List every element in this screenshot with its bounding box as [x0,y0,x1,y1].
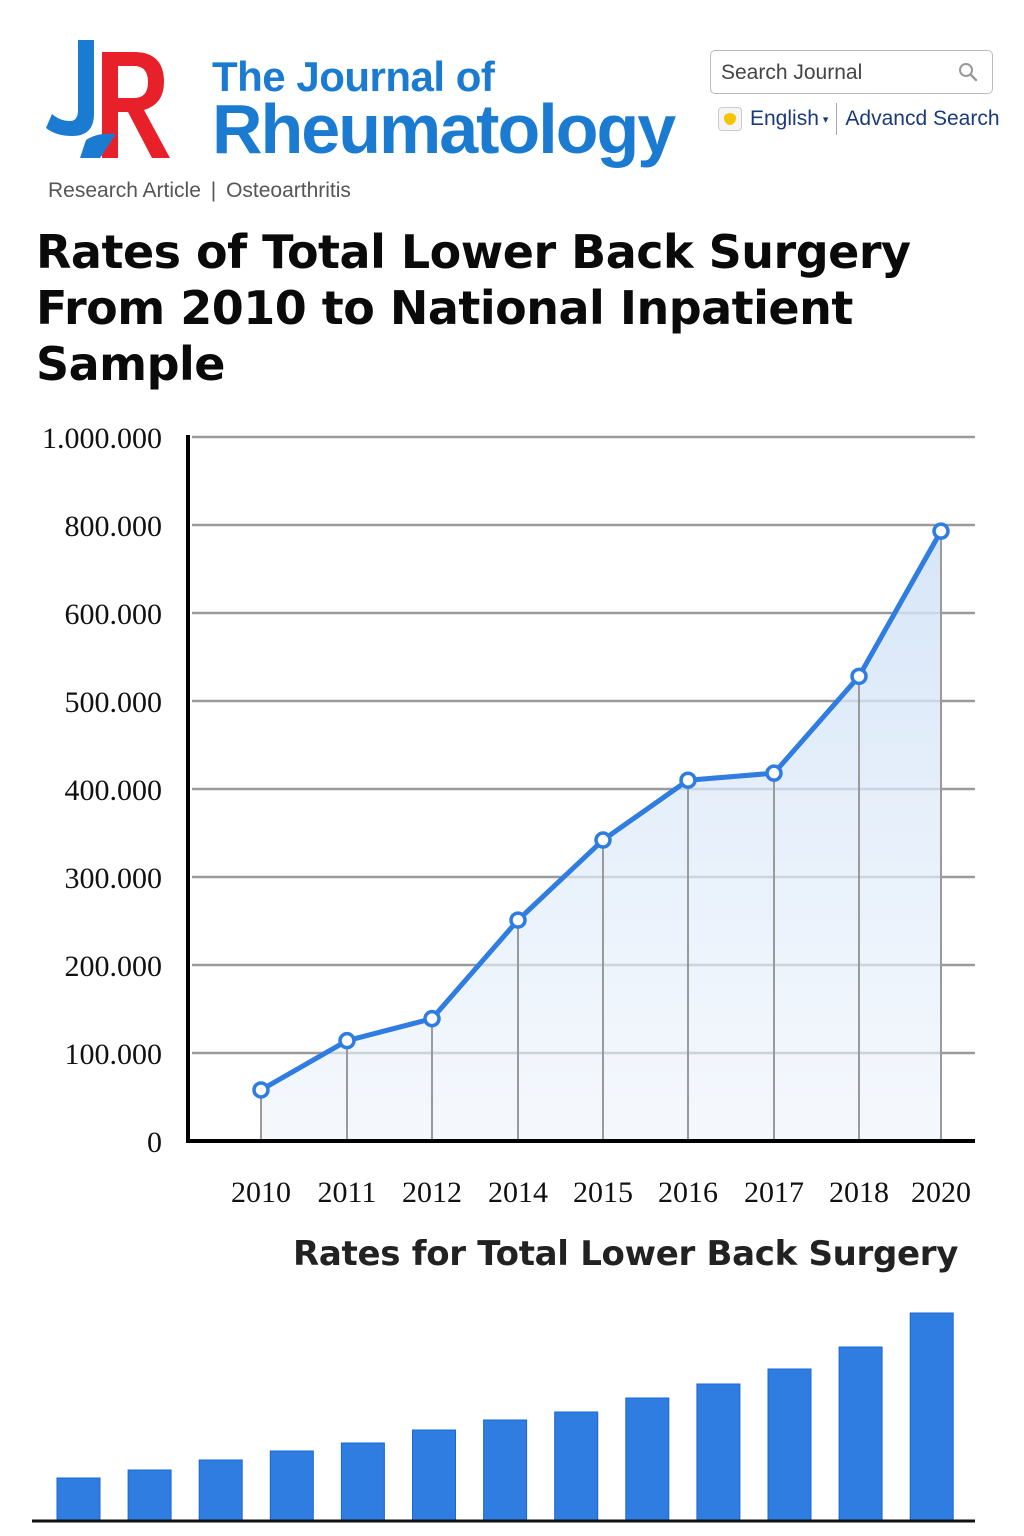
search-input[interactable]: Search Journal [710,50,993,94]
journal-logo[interactable] [42,36,177,161]
journal-title-line2: Rheumatology [212,90,676,168]
x-tick-label: 2011 [318,1176,377,1209]
y-tick-label: 0 [147,1126,162,1159]
logo-r-letter [102,52,170,158]
data-point [679,771,697,789]
area-fill [261,531,941,1141]
bar-chart-title: Rates for Total Lower Back Surgery [293,1234,959,1274]
advanced-search-link[interactable]: Advancd Search [845,107,1000,130]
y-tick-label: 500.000 [65,686,163,719]
bar [340,1442,385,1521]
y-tick-label: 100.000 [65,1038,163,1071]
bar [625,1397,670,1521]
x-tick-label: 2017 [744,1176,804,1209]
breadcrumb-separator: | [210,179,217,202]
bar [696,1383,741,1521]
data-point [850,667,868,686]
x-tick-label: 2010 [231,1176,291,1209]
logo-swoosh [80,133,116,158]
bar [198,1459,243,1521]
bar [554,1411,599,1521]
bar [838,1346,883,1521]
divider [836,103,838,135]
x-tick-label: 2014 [488,1176,548,1209]
data-point [252,1081,270,1099]
y-tick-label: 1.000.000 [42,422,162,455]
y-tick-label: 200.000 [65,950,163,983]
data-point [423,1009,441,1028]
x-tick-label: 2015 [573,1176,633,1209]
data-point [932,522,950,540]
breadcrumb: Research Article | Osteoarthritis [48,179,351,203]
data-point [765,764,783,782]
journal-title[interactable]: The Journal of Rheumatology [212,53,676,168]
y-tick-label: 300.000 [65,862,163,895]
bar [56,1477,101,1521]
article-title: Rates of Total Lower Back Surgery From 2… [36,225,911,391]
bar [269,1450,314,1521]
bar-chart [32,1312,975,1523]
x-tick-label: 2016 [658,1176,718,1209]
bar [412,1429,456,1521]
search-icon[interactable] [958,62,978,82]
y-tick-label: 800.000 [65,510,163,543]
line-chart: 0 100.000 200.000 300.000 400.000 500.000 600.… [42,422,975,1209]
y-tick-label: 600.000 [65,598,163,631]
data-point [509,911,527,929]
bar [483,1419,528,1521]
y-tick-label: 400.000 [65,774,163,807]
breadcrumb-article-type[interactable]: Research Article [48,179,201,202]
data-point [594,831,612,849]
breadcrumb-topic[interactable]: Osteoarthritis [226,179,351,202]
bar [767,1368,812,1521]
language-flag-icon[interactable] [718,107,742,131]
logo-j-letter [46,40,94,136]
chevron-down-icon[interactable]: ▾ [822,113,829,126]
data-point [338,1031,356,1050]
x-tick-label: 2020 [911,1176,971,1209]
x-tick-label: 2018 [829,1176,889,1209]
bar [127,1469,172,1521]
language-select[interactable]: English [750,107,819,130]
journal-title-line1: The Journal of [212,53,495,100]
search-placeholder: Search Journal [721,61,863,84]
bar [909,1312,954,1521]
language-bar: English ▾ Advancd Search [718,103,1000,135]
x-tick-label: 2012 [402,1176,462,1209]
